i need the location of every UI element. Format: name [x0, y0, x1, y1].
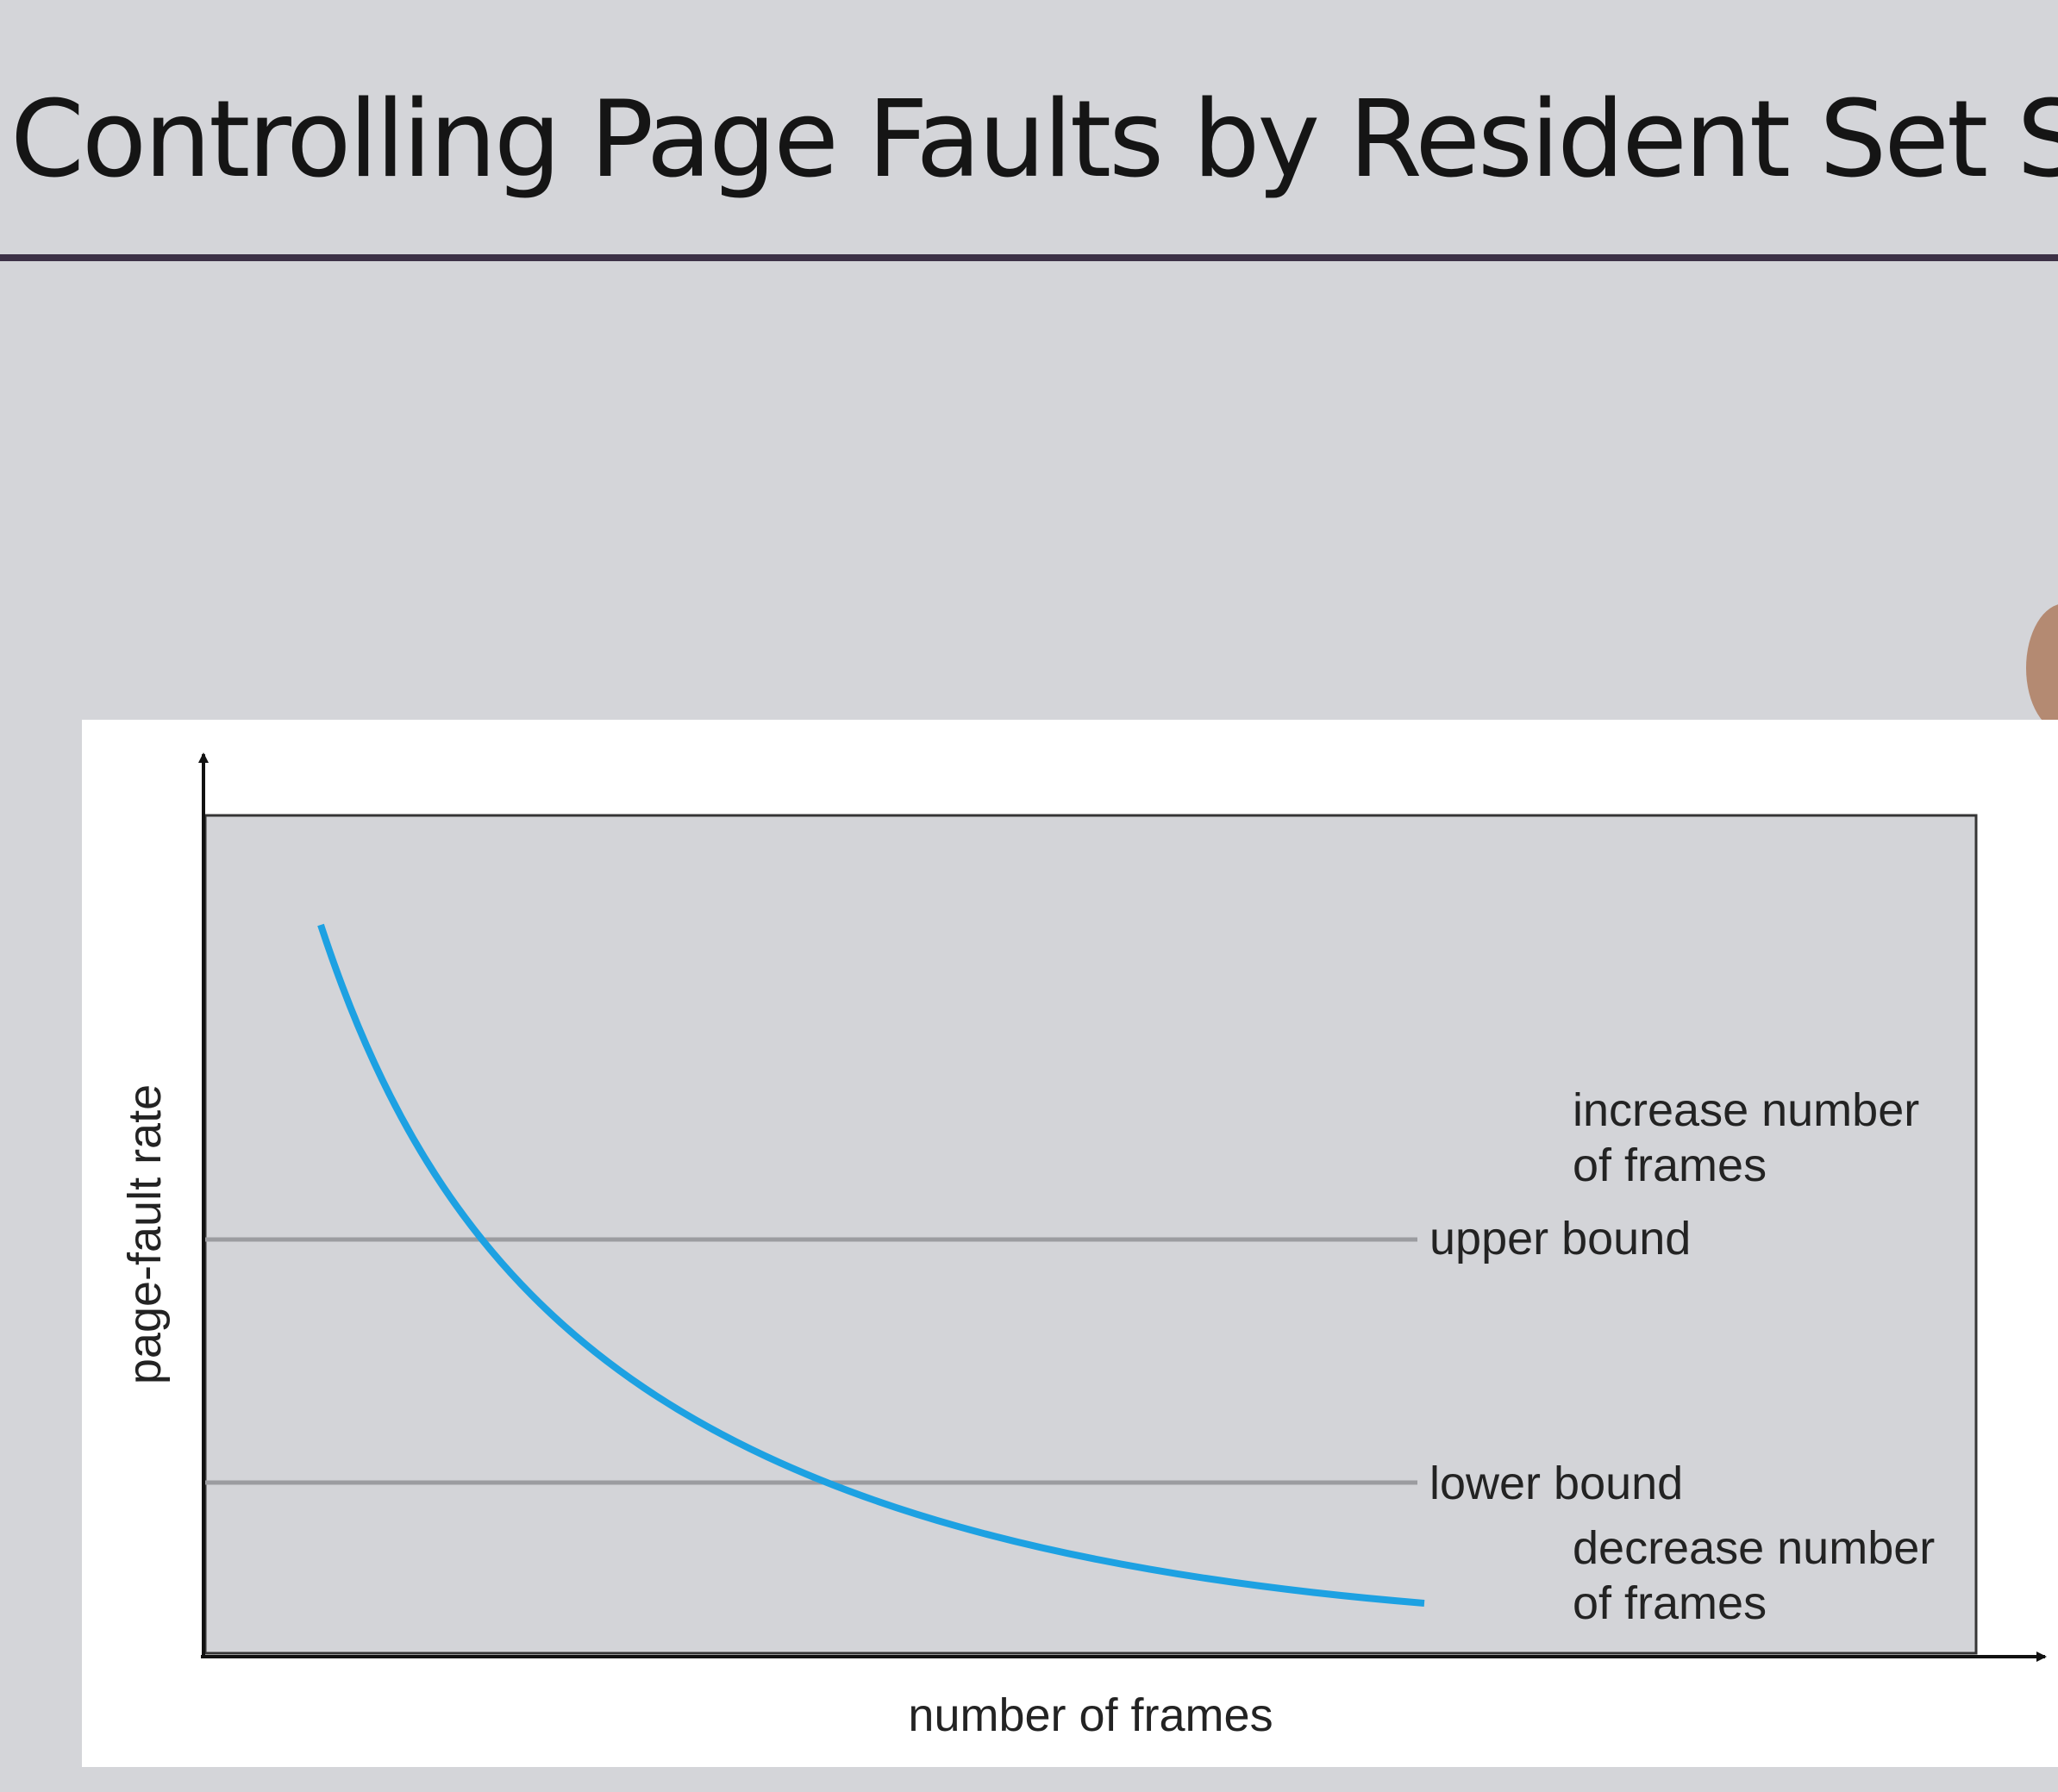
- decrease-note-line-1: decrease number: [1573, 1522, 1935, 1574]
- increase-note-line-2: of frames: [1573, 1140, 1767, 1191]
- page-fault-curve: [317, 923, 1425, 1607]
- slide-title: Controlling Page Faults by Resident Set …: [10, 78, 2058, 202]
- upper-bound-label: upper bound: [1429, 1213, 1691, 1264]
- title-divider: [0, 254, 2058, 261]
- x-axis-label: number of frames: [908, 1689, 1273, 1741]
- increase-note-line-1: increase number: [1573, 1084, 1919, 1136]
- decrease-note-line-2: of frames: [1573, 1577, 1767, 1629]
- lower-bound-label: lower bound: [1429, 1458, 1683, 1509]
- y-axis-label: page-fault rate: [119, 1084, 171, 1384]
